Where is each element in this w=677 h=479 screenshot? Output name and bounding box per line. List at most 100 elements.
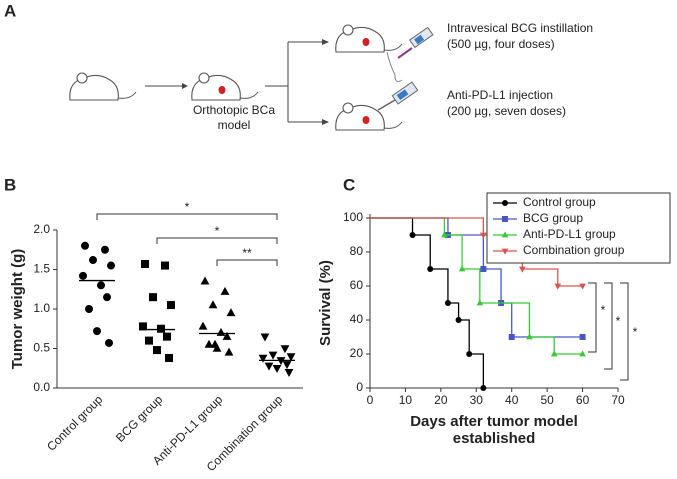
point	[224, 347, 234, 356]
point	[260, 333, 270, 342]
x-tick-label: 0	[367, 393, 374, 407]
y-axis-label: Tumor weight (g)	[9, 249, 26, 370]
x-tick-label: 60	[576, 393, 590, 407]
y-tick-label: 100	[343, 210, 363, 224]
mouse	[335, 24, 403, 53]
y-tick-label: 0.5	[33, 341, 50, 355]
panel-label: C	[343, 175, 355, 194]
point	[458, 265, 466, 272]
point	[480, 232, 487, 239]
point	[441, 231, 448, 238]
point	[226, 308, 236, 317]
point	[153, 346, 161, 355]
mouse	[335, 102, 403, 131]
point	[280, 345, 290, 354]
y-tick-label: 60	[350, 278, 364, 292]
point	[519, 266, 526, 273]
significance-bracket	[96, 213, 278, 220]
y-tick-label: 1.0	[33, 301, 50, 315]
point	[409, 232, 416, 238]
y-tick-label: 0.0	[33, 380, 50, 394]
x-axis-label: Days after tumor model	[410, 413, 578, 430]
point	[466, 351, 473, 357]
x-tick-label: 70	[611, 393, 625, 407]
model-label: Orthotopic BCa	[193, 103, 275, 117]
significance-bracket	[620, 282, 629, 381]
legend-label: Control group	[523, 195, 596, 209]
y-tick-label: 20	[350, 346, 364, 360]
point	[165, 353, 173, 362]
point	[79, 271, 87, 280]
legend-label: Combination group	[523, 243, 625, 257]
point	[149, 293, 157, 302]
point	[208, 300, 218, 309]
x-tick-label: 30	[470, 393, 484, 407]
point	[444, 300, 451, 306]
y-tick-label: 1.5	[33, 262, 50, 276]
point	[579, 283, 586, 290]
point	[107, 261, 115, 270]
significance-label: *	[215, 224, 220, 238]
point	[455, 317, 462, 323]
significance-label: *	[616, 314, 621, 328]
point	[97, 281, 105, 290]
treatment-title: Anti-PD-L1 injection	[447, 88, 553, 102]
panel-label: B	[4, 175, 16, 194]
point	[427, 266, 434, 272]
significance-bracket	[156, 237, 278, 244]
point	[550, 350, 558, 357]
mouse	[191, 72, 259, 101]
x-tick-label: 10	[399, 393, 413, 407]
significance-bracket	[604, 282, 613, 370]
x-tick-label: BCG group	[113, 392, 166, 445]
point	[508, 334, 515, 340]
point	[501, 231, 509, 238]
point	[198, 321, 208, 330]
point	[476, 299, 484, 306]
point	[89, 256, 97, 265]
point	[579, 350, 586, 357]
point	[264, 362, 274, 371]
point	[284, 369, 294, 377]
x-axis-label: established	[453, 430, 536, 447]
significance-label: **	[242, 246, 252, 260]
significance-label: *	[601, 303, 606, 317]
arrowhead	[322, 39, 329, 125]
point	[141, 259, 149, 268]
point	[502, 216, 508, 222]
x-tick-label: 50	[540, 393, 554, 407]
significance-bracket	[216, 259, 278, 266]
point	[85, 305, 93, 313]
mouse	[69, 72, 137, 101]
legend-box	[486, 192, 671, 264]
branch	[265, 41, 322, 123]
x-tick-label: 20	[434, 393, 448, 407]
point	[105, 338, 113, 347]
point	[276, 357, 286, 366]
point	[220, 286, 230, 295]
survival-line	[370, 217, 485, 388]
y-tick-label: 80	[350, 244, 364, 258]
point	[579, 334, 586, 340]
x-tick-label: 40	[505, 393, 519, 407]
panel-label: A	[4, 1, 16, 20]
significance-label: *	[185, 200, 190, 214]
treatment-dose: (200 µg, seven doses)	[447, 104, 566, 118]
point	[200, 276, 210, 285]
legend-label: Anti-PD-L1 group	[523, 227, 616, 241]
point	[216, 327, 226, 336]
point	[145, 336, 153, 345]
point	[258, 354, 268, 363]
point	[526, 333, 533, 340]
point	[161, 261, 169, 270]
point	[204, 339, 214, 348]
point	[222, 331, 232, 340]
point	[480, 266, 487, 272]
point	[268, 351, 278, 360]
arrowhead	[182, 83, 188, 89]
point	[167, 301, 175, 310]
point	[480, 385, 487, 391]
point	[93, 327, 101, 336]
point	[554, 283, 562, 290]
